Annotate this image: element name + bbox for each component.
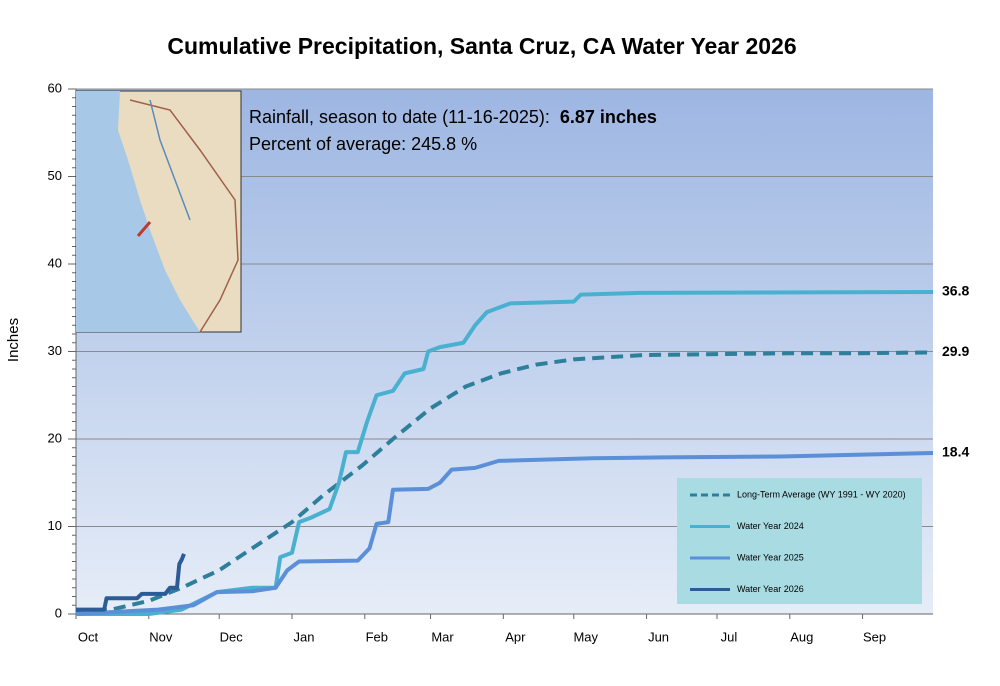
x-tick-label: Sep (863, 629, 886, 644)
y-tick-label: 0 (55, 605, 62, 620)
x-tick-label: Jan (294, 629, 315, 644)
series-line (75, 350, 934, 615)
x-tick-label: Jul (721, 629, 738, 644)
x-tick-label: Feb (366, 629, 388, 644)
lines (75, 290, 934, 616)
x-tick-label: Mar (431, 629, 454, 644)
legend-label: Water Year 2024 (737, 521, 804, 531)
y-tick-label: 10 (48, 518, 62, 533)
legend-label: Water Year 2025 (737, 552, 804, 562)
end-value-label: 29.9 (942, 343, 969, 359)
legend: Long-Term Average (WY 1991 - WY 2020) Wat… (677, 478, 922, 604)
annotation-value: 6.87 inches (560, 107, 657, 127)
annotation: Percent of average: 245.8 % (249, 134, 477, 154)
y-axis-label: Inches (5, 318, 22, 362)
y-tick-label: 50 (48, 168, 62, 183)
x-tick-label: Dec (220, 629, 244, 644)
end-value-label: 18.4 (942, 444, 969, 460)
legend-label: Water Year 2026 (737, 584, 804, 594)
x-tick-label: Nov (149, 629, 173, 644)
x-tick-label: Oct (78, 629, 99, 644)
legend-box (677, 478, 922, 604)
y-tick-label: 60 (48, 80, 62, 95)
series-line (75, 451, 934, 616)
x-tick-label: Aug (790, 629, 813, 644)
x-tick-label: Jun (648, 629, 669, 644)
y-tick-label: 40 (48, 255, 62, 270)
series-line (76, 553, 186, 612)
end-value-label: 36.8 (942, 283, 969, 299)
map-inset (75, 90, 242, 333)
y-tick-label: 20 (48, 430, 62, 445)
annotation: Rainfall, season to date (11-16-2025): 6.… (249, 107, 657, 127)
legend-label: Long-Term Average (WY 1991 - WY 2020) (737, 489, 906, 499)
y-tick-label: 30 (48, 343, 62, 358)
x-tick-label: Apr (505, 629, 526, 644)
annotation-text: Rainfall, season to date (11-16-2025): (249, 107, 550, 127)
chart-title: Cumulative Precipitation, Santa Cruz, CA… (167, 33, 796, 59)
grid (68, 88, 933, 619)
x-tick-label: May (573, 629, 598, 644)
